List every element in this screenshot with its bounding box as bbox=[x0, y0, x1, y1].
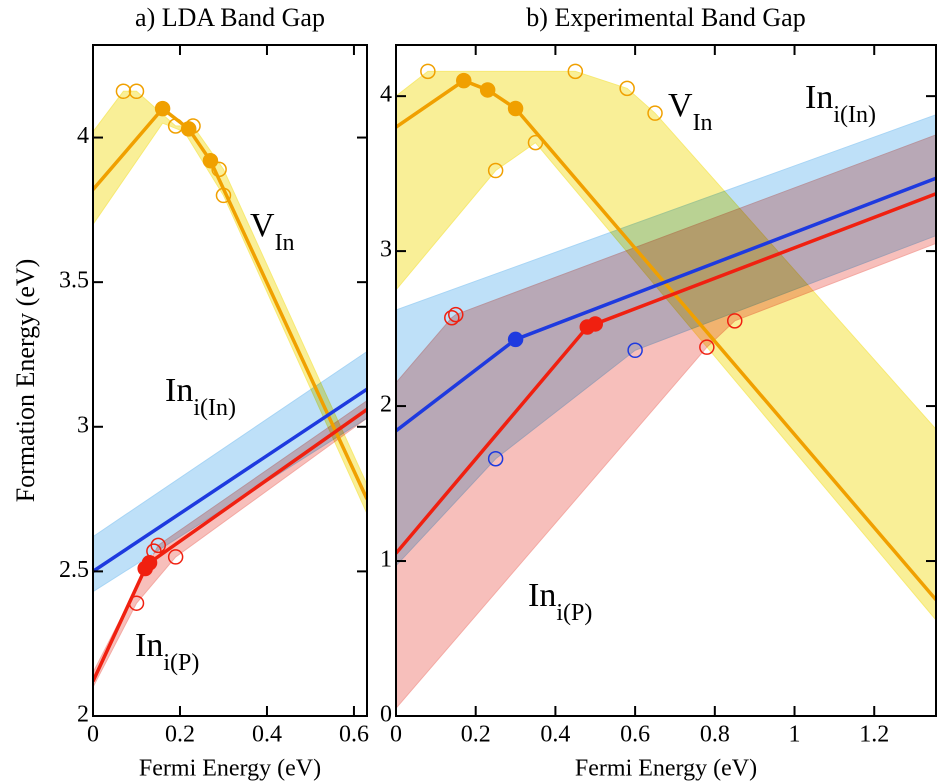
x-tick-label: 0 bbox=[87, 722, 99, 748]
marker bbox=[128, 595, 145, 611]
annotation-subscript: In bbox=[275, 230, 295, 256]
marker bbox=[150, 537, 166, 554]
x-tick-label: 0.2 bbox=[165, 722, 195, 748]
annotation-subscript: i(In) bbox=[833, 102, 876, 128]
plot-frame bbox=[395, 44, 937, 717]
annotation-text: In bbox=[805, 79, 833, 116]
annotation: Ini(P) bbox=[135, 627, 199, 676]
marker bbox=[726, 313, 743, 329]
x-tick-label: 0.8 bbox=[700, 722, 730, 748]
x-tick-label: 0.6 bbox=[339, 722, 369, 748]
marker bbox=[479, 82, 496, 98]
x-tick-label: 0.2 bbox=[461, 722, 491, 748]
marker bbox=[507, 331, 524, 348]
plot-frame bbox=[92, 44, 368, 717]
plot-area bbox=[396, 63, 936, 710]
y-tick-label: 2 bbox=[77, 702, 89, 728]
marker bbox=[128, 83, 145, 100]
marker bbox=[487, 162, 504, 179]
annotation-subscript: i(P) bbox=[163, 650, 199, 676]
marker bbox=[627, 342, 643, 359]
marker bbox=[154, 100, 171, 117]
x-tick-label: 1 bbox=[789, 722, 801, 748]
marker bbox=[420, 63, 436, 80]
y-tick-label: 1 bbox=[380, 547, 392, 573]
marker bbox=[587, 316, 604, 332]
marker bbox=[455, 72, 472, 89]
annotation-text: In bbox=[165, 372, 193, 409]
marker bbox=[567, 63, 584, 80]
y-tick-label: 3.5 bbox=[59, 268, 89, 294]
band bbox=[396, 134, 936, 710]
annotation-text: In bbox=[528, 577, 556, 614]
x-tick-label: 0.4 bbox=[540, 722, 570, 748]
annotation-text: V bbox=[250, 207, 275, 244]
y-tick-label: 3 bbox=[77, 412, 89, 438]
annotation-text: V bbox=[668, 87, 693, 124]
y-tick-label: 4 bbox=[380, 82, 392, 108]
marker bbox=[185, 118, 201, 134]
band bbox=[93, 350, 367, 593]
annotation: VIn bbox=[250, 207, 295, 256]
band bbox=[93, 90, 367, 514]
marker bbox=[699, 339, 715, 355]
marker bbox=[647, 105, 663, 121]
x-tick-label: 0.4 bbox=[252, 722, 282, 748]
y-axis-label: Formation Energy (eV) bbox=[11, 259, 40, 503]
annotation-subscript: i(P) bbox=[556, 600, 592, 626]
marker bbox=[507, 100, 524, 117]
x-axis-label: Fermi Energy (eV) bbox=[575, 756, 757, 782]
x-tick-label: 0 bbox=[390, 722, 402, 748]
annotation: Ini(In) bbox=[805, 79, 876, 128]
annotation-subscript: In bbox=[693, 110, 713, 136]
y-tick-label: 2 bbox=[380, 392, 392, 418]
marker bbox=[180, 121, 197, 137]
y-tick-label: 0 bbox=[380, 702, 392, 728]
chart-title: a) LDA Band Gap bbox=[135, 3, 325, 32]
annotation: Ini(P) bbox=[528, 577, 592, 626]
marker bbox=[215, 187, 232, 204]
x-tick-label: 0.6 bbox=[620, 722, 650, 748]
y-tick-label: 2.5 bbox=[59, 557, 89, 583]
x-axis-label: Fermi Energy (eV) bbox=[139, 756, 321, 782]
marker bbox=[167, 549, 184, 565]
y-tick-label: 3 bbox=[380, 237, 392, 263]
annotation-text: In bbox=[135, 627, 163, 664]
marker bbox=[619, 80, 635, 97]
marker bbox=[211, 161, 227, 178]
chart-title: b) Experimental Band Gap bbox=[526, 3, 805, 32]
annotation: VIn bbox=[668, 87, 713, 136]
marker bbox=[448, 306, 464, 323]
marker bbox=[115, 83, 132, 100]
marker bbox=[487, 451, 504, 467]
marker bbox=[444, 309, 460, 326]
marker bbox=[167, 118, 184, 134]
marker bbox=[527, 134, 544, 151]
annotation-subscript: i(In) bbox=[193, 395, 236, 421]
x-tick-label: 1.2 bbox=[859, 722, 889, 748]
marker bbox=[202, 152, 219, 169]
band bbox=[396, 70, 936, 621]
plot-area bbox=[93, 83, 367, 688]
y-tick-label: 4 bbox=[77, 123, 89, 149]
line bbox=[93, 387, 367, 573]
annotation: Ini(In) bbox=[165, 372, 236, 421]
